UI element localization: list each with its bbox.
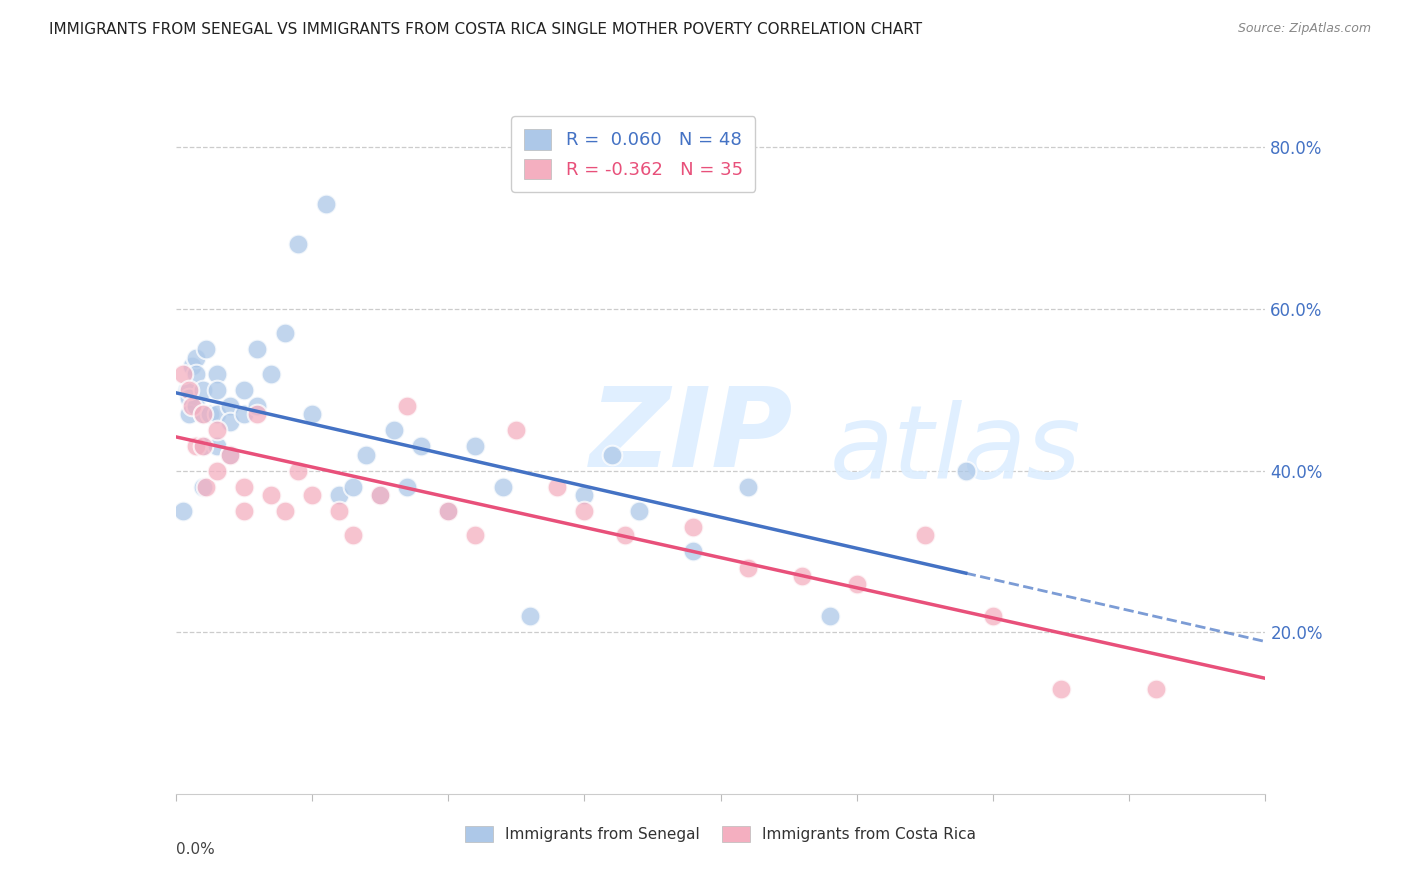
Point [186,399,208,413]
Point [179,407,201,421]
Point [194,343,217,357]
Point [179,391,201,405]
Point [328,504,350,518]
Point [181,359,204,373]
Point [191,383,214,397]
Point [198,407,221,421]
Point [191,407,214,421]
Point [179,383,201,397]
Point [792,568,814,582]
Point [382,423,405,437]
Point [219,415,242,429]
Point [437,504,460,518]
Point [818,609,841,624]
Point [519,609,541,624]
Point [172,367,194,381]
Point [181,399,204,413]
Point [287,464,309,478]
Point [246,407,269,421]
Point [301,407,323,421]
Point [737,480,759,494]
Point [260,488,283,502]
Point [368,488,391,502]
Text: IMMIGRANTS FROM SENEGAL VS IMMIGRANTS FROM COSTA RICA SINGLE MOTHER POVERTY CORR: IMMIGRANTS FROM SENEGAL VS IMMIGRANTS FR… [49,22,922,37]
Point [368,488,391,502]
Point [219,448,242,462]
Point [186,367,208,381]
Point [682,520,704,534]
Point [232,383,254,397]
Point [315,197,337,211]
Point [492,480,515,494]
Point [437,504,460,518]
Point [287,237,309,252]
Point [205,367,228,381]
Point [342,480,364,494]
Text: 0.0%: 0.0% [176,842,215,857]
Point [232,480,254,494]
Point [356,448,378,462]
Point [191,439,214,453]
Point [274,326,297,341]
Point [914,528,936,542]
Legend: Immigrants from Senegal, Immigrants from Costa Rica: Immigrants from Senegal, Immigrants from… [458,820,983,848]
Point [191,407,214,421]
Point [614,528,637,542]
Point [505,423,527,437]
Point [627,504,650,518]
Point [574,488,596,502]
Text: ZIP: ZIP [591,384,793,491]
Point [409,439,432,453]
Point [274,504,297,518]
Point [1050,681,1073,696]
Point [955,464,977,478]
Point [981,609,1004,624]
Text: atlas: atlas [830,401,1081,500]
Point [205,383,228,397]
Point [574,504,596,518]
Point [301,488,323,502]
Point [342,528,364,542]
Point [600,448,623,462]
Point [396,480,419,494]
Point [172,504,194,518]
Point [464,439,486,453]
Point [737,560,759,574]
Point [191,439,214,453]
Point [232,504,254,518]
Point [205,407,228,421]
Point [682,544,704,558]
Point [205,464,228,478]
Point [205,423,228,437]
Point [260,367,283,381]
Point [219,448,242,462]
Point [191,480,214,494]
Point [186,351,208,365]
Point [845,576,868,591]
Point [194,480,217,494]
Point [246,399,269,413]
Point [246,343,269,357]
Point [219,399,242,413]
Point [232,407,254,421]
Point [186,439,208,453]
Point [205,439,228,453]
Point [328,488,350,502]
Text: Source: ZipAtlas.com: Source: ZipAtlas.com [1237,22,1371,36]
Point [396,399,419,413]
Point [464,528,486,542]
Point [546,480,568,494]
Point [1144,681,1167,696]
Point [176,383,198,397]
